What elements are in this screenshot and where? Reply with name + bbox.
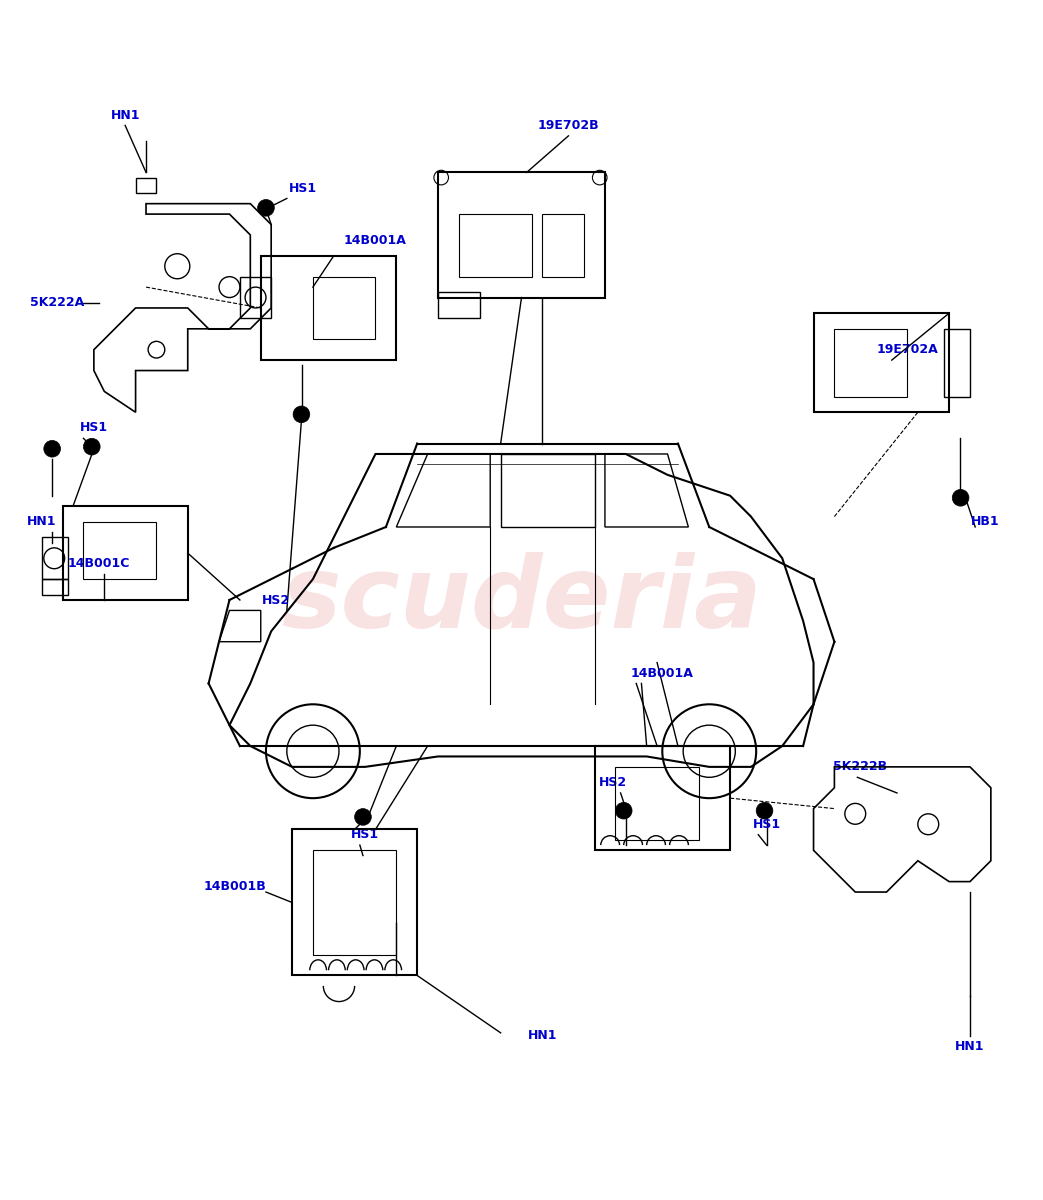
Circle shape — [615, 803, 632, 820]
Text: 14B001B: 14B001B — [203, 881, 266, 893]
Text: HS1: HS1 — [351, 828, 379, 841]
Text: 14B001C: 14B001C — [68, 557, 130, 570]
Text: HS1: HS1 — [289, 181, 316, 194]
Bar — [944, 329, 970, 397]
Circle shape — [756, 803, 773, 820]
Text: HN1: HN1 — [111, 108, 140, 121]
Circle shape — [258, 199, 274, 216]
Bar — [240, 277, 271, 318]
Bar — [42, 538, 68, 580]
Text: HB1: HB1 — [971, 515, 1000, 528]
Circle shape — [952, 490, 969, 506]
Text: HN1: HN1 — [27, 515, 56, 528]
Text: 5K222A: 5K222A — [30, 296, 84, 310]
Circle shape — [44, 440, 60, 457]
Text: HN1: HN1 — [955, 1040, 985, 1052]
Text: HS2: HS2 — [600, 776, 627, 790]
Text: HS1: HS1 — [753, 817, 780, 830]
Text: HS2: HS2 — [263, 594, 290, 606]
Text: HN1: HN1 — [528, 1030, 557, 1043]
Circle shape — [355, 809, 371, 826]
Bar — [42, 580, 68, 595]
Text: 5K222B: 5K222B — [833, 761, 888, 773]
Bar — [136, 178, 156, 193]
Text: scuderia: scuderia — [282, 552, 761, 648]
Text: HS1: HS1 — [80, 421, 107, 434]
Text: 19E702A: 19E702A — [876, 343, 939, 356]
Text: 19E702B: 19E702B — [537, 119, 600, 132]
Bar — [438, 293, 480, 318]
Text: 14B001A: 14B001A — [631, 666, 694, 679]
Circle shape — [83, 438, 100, 455]
Circle shape — [293, 406, 310, 422]
Text: 14B001A: 14B001A — [344, 234, 407, 247]
